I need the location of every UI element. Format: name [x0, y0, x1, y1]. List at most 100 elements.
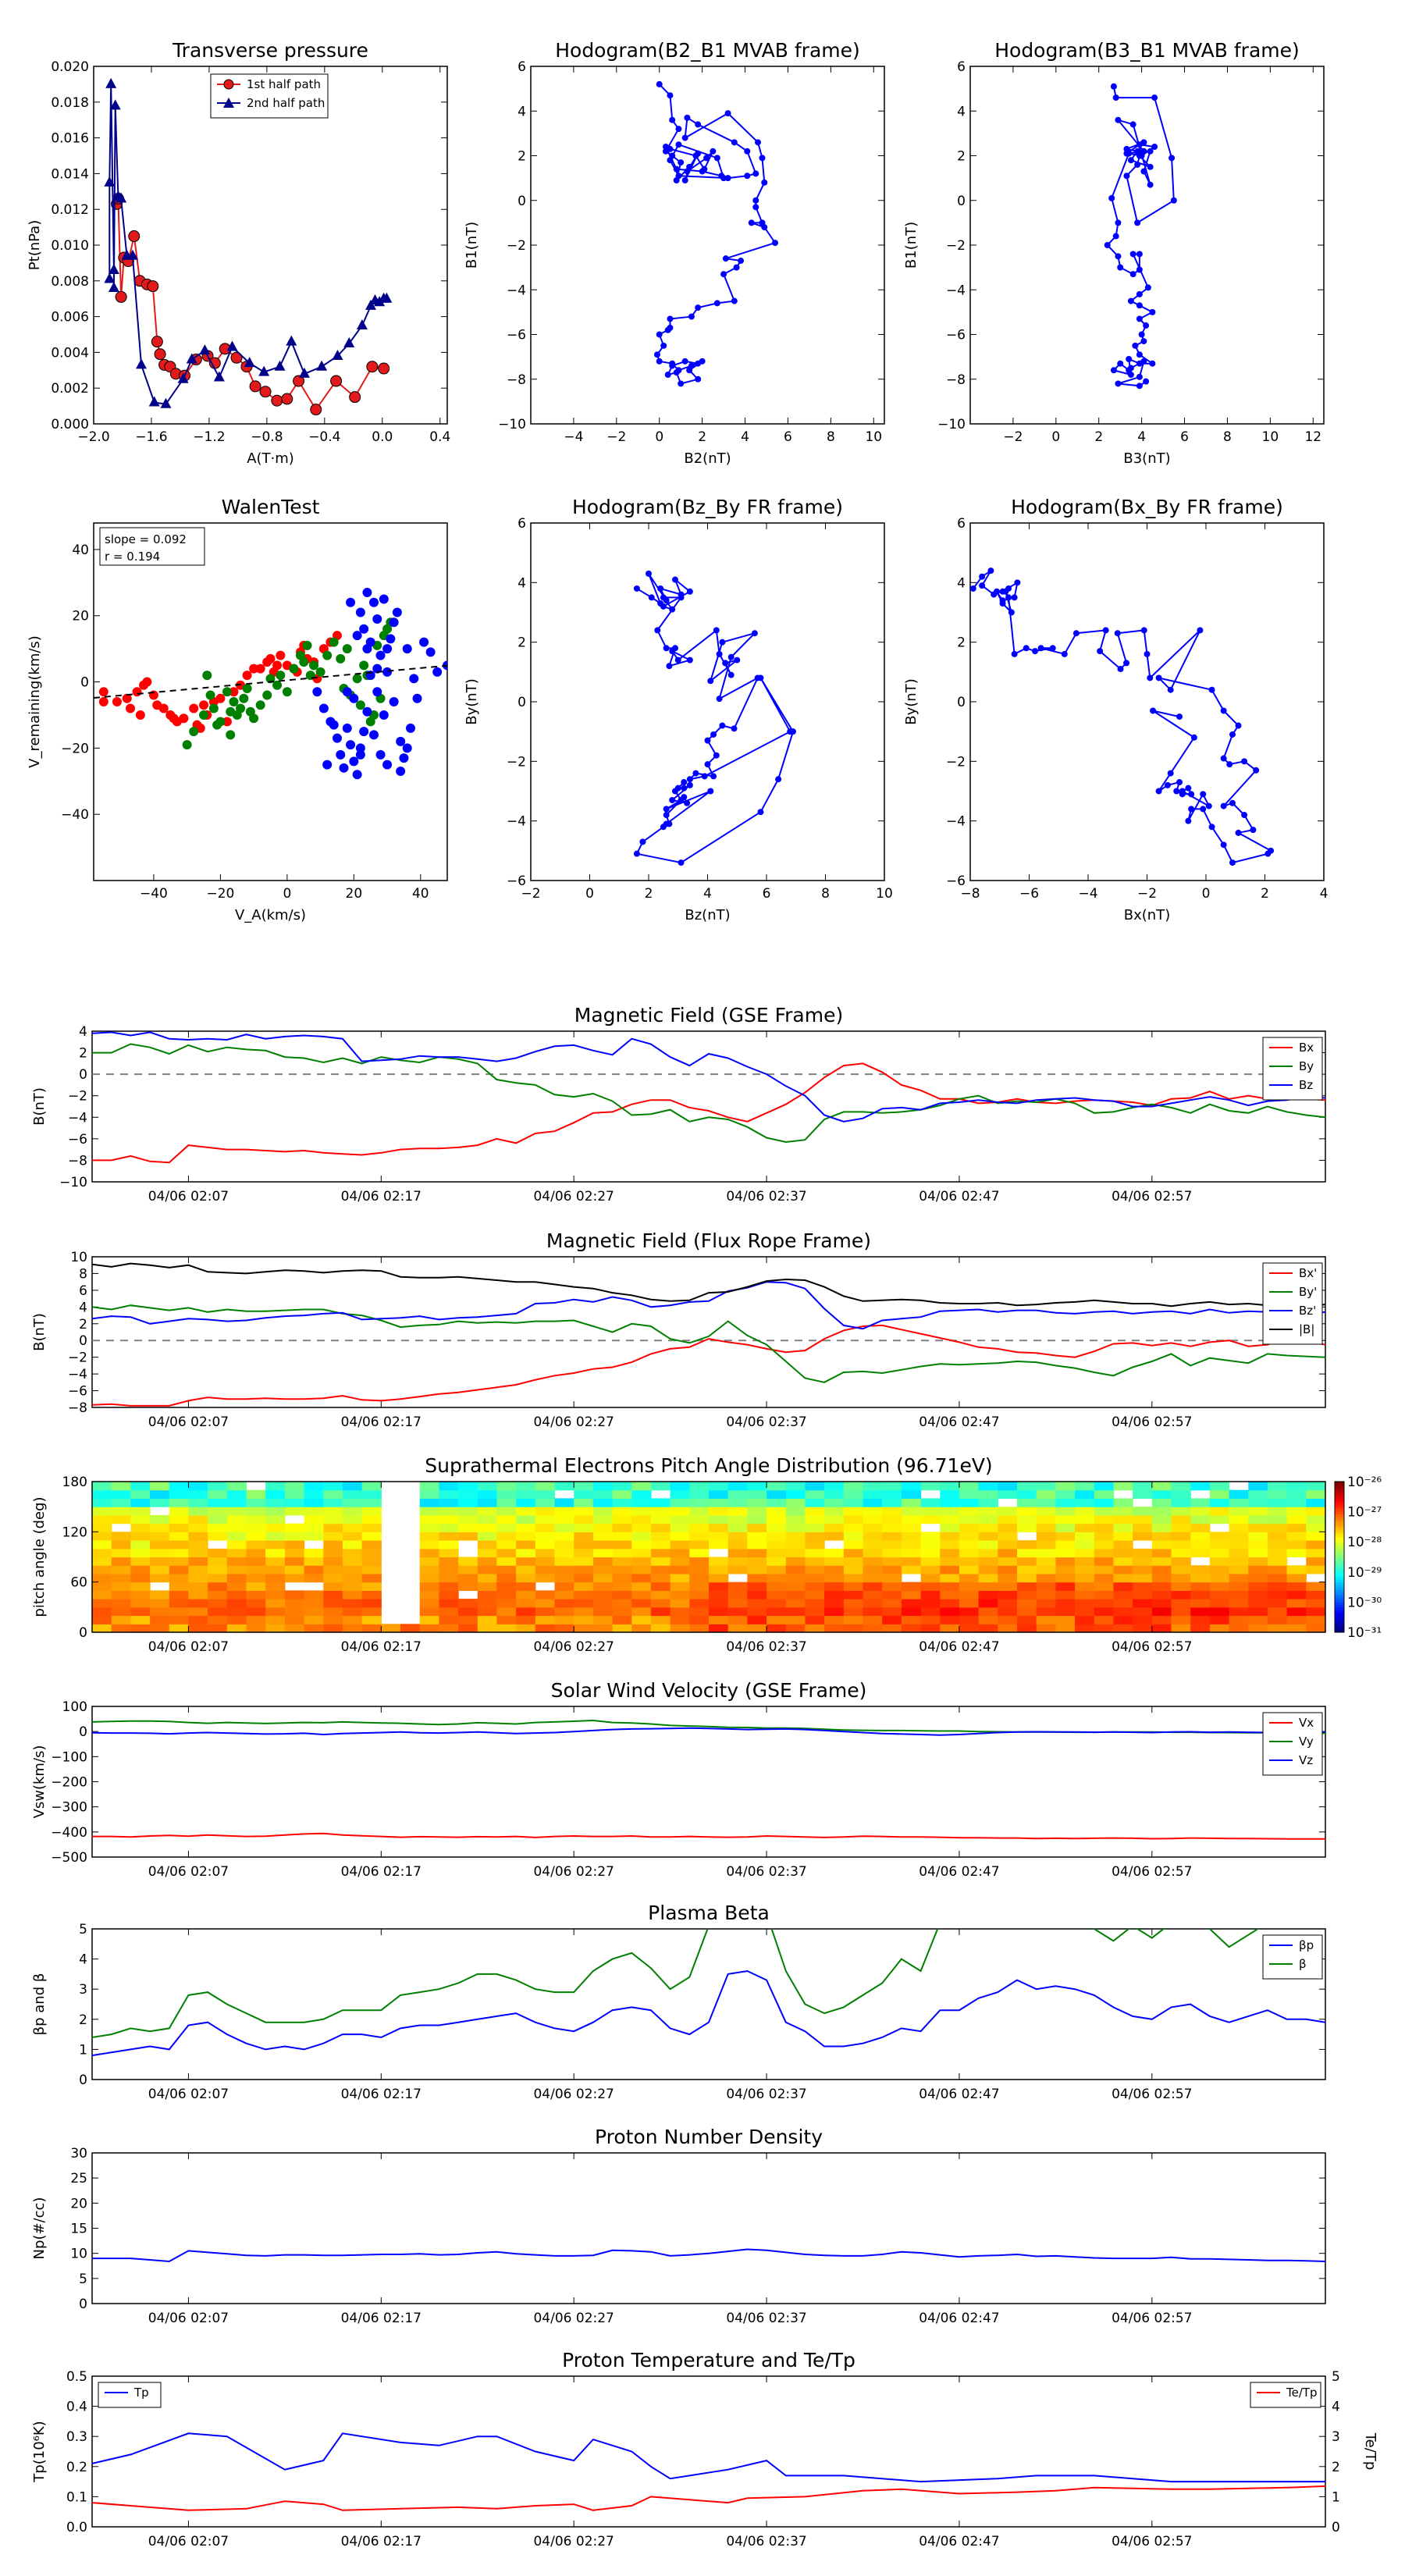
colorbar-cell [1335, 1574, 1344, 1578]
y-right-tick-label: 1 [1332, 2489, 1340, 2505]
data-point [142, 677, 152, 687]
data-point [1136, 266, 1143, 273]
data-point [148, 396, 160, 407]
heatmap-cell [1055, 1548, 1076, 1558]
data-point [365, 299, 377, 310]
colorbar-cell [1335, 1534, 1344, 1538]
y-tick-label: −6 [507, 328, 526, 343]
heatmap-cell [1133, 1565, 1153, 1574]
heatmap-cell [940, 1615, 960, 1624]
x-tick-label: 04/06 02:37 [726, 2311, 806, 2326]
heatmap-cell [1113, 1507, 1133, 1516]
heatmap-cell [1055, 1557, 1076, 1566]
data-point [720, 271, 727, 278]
heatmap-cell [689, 1482, 710, 1491]
heatmap-cell [111, 1489, 131, 1499]
colorbar-cell [1335, 1507, 1344, 1510]
heatmap-cell [709, 1573, 729, 1583]
heatmap-cell [843, 1507, 864, 1516]
data-point [1023, 645, 1030, 652]
heatmap-cell [535, 1482, 556, 1491]
heatmap-cell [111, 1606, 131, 1617]
x-tick-label: 12 [1304, 429, 1321, 445]
heatmap-cell [901, 1507, 922, 1516]
heatmap-cell [1113, 1590, 1133, 1599]
heatmap-cell [1036, 1514, 1056, 1525]
y-tick-label: −2 [68, 1089, 87, 1105]
heatmap-cell [342, 1540, 363, 1550]
data-point [274, 360, 286, 371]
heatmap-cell [284, 1624, 305, 1632]
heatmap-cell [1017, 1482, 1037, 1491]
y-tick-label: −40 [61, 807, 89, 823]
heatmap-cell [1286, 1489, 1307, 1499]
data-point [186, 353, 197, 364]
heatmap-cell [1229, 1523, 1249, 1532]
heatmap-cell [1286, 1507, 1307, 1516]
heatmap-cell [940, 1548, 960, 1558]
x-tick-label: −1.6 [135, 429, 167, 445]
y-axis-label: By(nT) [903, 678, 919, 724]
data-point [396, 767, 406, 777]
heatmap-cell [689, 1498, 710, 1507]
heatmap-cell [439, 1540, 459, 1550]
colorbar-cell [1335, 1597, 1344, 1600]
heatmap-cell [323, 1624, 343, 1632]
heatmap-cell [920, 1590, 941, 1599]
heatmap-cell [785, 1599, 806, 1608]
heatmap-cell [342, 1514, 363, 1525]
heatmap-cell [304, 1615, 324, 1624]
heatmap-cell [709, 1557, 729, 1566]
series-line-Te/Tp [92, 2485, 1325, 2511]
data-point [1117, 264, 1124, 271]
heatmap-cell [998, 1482, 1018, 1491]
heatmap-cell [361, 1582, 382, 1591]
y-tick-label: 8 [79, 1266, 87, 1282]
heatmap-cell [940, 1565, 960, 1574]
heatmap-cell [1286, 1482, 1307, 1491]
heatmap-cell [246, 1489, 266, 1499]
heatmap-cell [130, 1615, 151, 1624]
heatmap-cell [998, 1590, 1018, 1599]
heatmap-cell [1113, 1523, 1133, 1532]
x-tick-label: 10 [876, 886, 893, 902]
y-right-tick-label: 5 [1332, 2369, 1340, 2385]
heatmap-cell [863, 1624, 883, 1632]
data-point [678, 796, 685, 803]
y-tick-label: −2 [946, 754, 966, 770]
heatmap-cell [1171, 1599, 1191, 1608]
heatmap-cell [1055, 1507, 1076, 1516]
data-point [1110, 367, 1117, 374]
heatmap-cell [323, 1507, 343, 1516]
heatmap-cell [226, 1565, 247, 1574]
heatmap-cell [419, 1540, 439, 1550]
data-point [1136, 290, 1143, 297]
x-tick-label: 04/06 02:07 [148, 1864, 229, 1880]
heatmap-cell [1248, 1573, 1268, 1583]
heatmap-cell [689, 1615, 710, 1624]
heatmap-cell [284, 1498, 305, 1507]
x-tick-label: −2.0 [77, 429, 109, 445]
heatmap-cell [1248, 1590, 1268, 1599]
heatmap-cell [1209, 1489, 1230, 1499]
heatmap-cell [727, 1489, 748, 1499]
colorbar-cell [1335, 1624, 1344, 1628]
heatmap-cell [1209, 1548, 1230, 1558]
data-point [1185, 785, 1192, 792]
colorbar-cell [1335, 1539, 1344, 1542]
heatmap-cell [920, 1548, 941, 1558]
heatmap-cell [458, 1498, 478, 1507]
heatmap-cell [265, 1582, 286, 1591]
heatmap-cell [767, 1557, 787, 1566]
data-point [671, 576, 678, 583]
data-point [1112, 94, 1119, 101]
heatmap-cell [554, 1557, 574, 1566]
series-line-Vy [92, 1719, 1325, 1735]
data-point [1127, 157, 1134, 164]
heatmap-cell [574, 1606, 594, 1617]
data-point [126, 249, 138, 260]
colorbar-cell [1335, 1496, 1344, 1500]
heatmap-cell [843, 1573, 864, 1583]
colorbar-cell [1335, 1579, 1344, 1583]
heatmap-cell [843, 1523, 864, 1532]
